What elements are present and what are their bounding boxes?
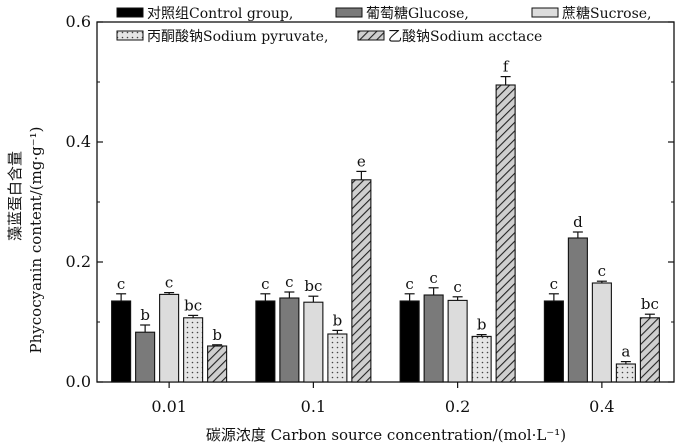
significance-label: b [477,316,487,334]
bar [135,331,156,383]
bar [159,293,180,383]
x-tick-label: 0.4 [589,397,614,416]
bar [639,317,660,383]
legend-swatch [116,7,144,18]
significance-label: bc [641,295,659,313]
significance-label: f [503,58,510,76]
y-axis-title-en: Phycocyanin content/(mg·g⁻¹) [27,127,45,354]
y-tick-label: 0.0 [66,372,91,391]
legend-label: 蔗糖Sucrose, [562,6,652,22]
bar [279,297,300,383]
y-axis-title-cn: 藻蓝蛋白含量 [6,151,24,241]
y-tick-label: 0.2 [66,252,91,271]
bar [423,294,444,383]
bar [399,300,420,383]
bar [207,345,228,383]
y-tick-label: 0.4 [66,132,91,151]
bar [351,179,372,383]
x-tick-label: 0.2 [445,397,470,416]
x-tick-label: 0.1 [301,397,326,416]
x-tick-label: 0.01 [151,397,187,416]
x-axis-title: 碳源浓度 Carbon source concentration/(mol·L⁻… [206,426,566,444]
significance-label: c [453,278,461,296]
bar [567,237,588,383]
legend-label: 乙酸钠Sodium acctace [388,29,542,45]
axes: 0.0 0.2 0.4 0.6 0.01 0.1 0.2 0.4 [66,12,675,416]
significance-label: c [405,275,413,293]
bar [447,299,468,383]
significance-label: c [598,262,606,280]
legend-swatch [357,30,385,41]
significance-label: b [333,311,343,329]
bar [471,335,492,383]
bar [303,301,324,383]
bar [111,300,132,383]
significance-label: c [165,274,173,292]
significance-label: c [285,273,293,291]
significance-label: a [621,343,630,361]
significance-label: c [429,269,437,287]
significance-label: d [573,213,583,231]
legend: 对照组Control group, 葡萄糖Glucose, 蔗糖Sucrose, 丙酮… [116,6,652,45]
significance-label: b [212,326,222,344]
significance-label: e [357,152,366,170]
bar [615,363,636,383]
legend-swatch [116,30,144,41]
bar [495,84,516,383]
legend-swatch [335,7,363,18]
bar [255,300,276,383]
bar [183,317,204,383]
legend-label: 丙酮酸钠Sodium pyruvate, [147,29,328,45]
bar [327,333,348,383]
significance-label: bc [304,277,322,295]
legend-swatch [531,7,559,18]
significance-label: c [550,275,558,293]
significance-label: c [117,275,125,293]
significance-label: c [261,275,269,293]
significance-label: bc [184,296,202,314]
legend-label: 对照组Control group, [147,6,293,22]
legend-label: 葡萄糖Glucose, [366,6,469,22]
significance-label: b [140,306,150,324]
bar [543,300,564,383]
y-tick-label: 0.6 [66,12,91,31]
bar [591,282,612,383]
